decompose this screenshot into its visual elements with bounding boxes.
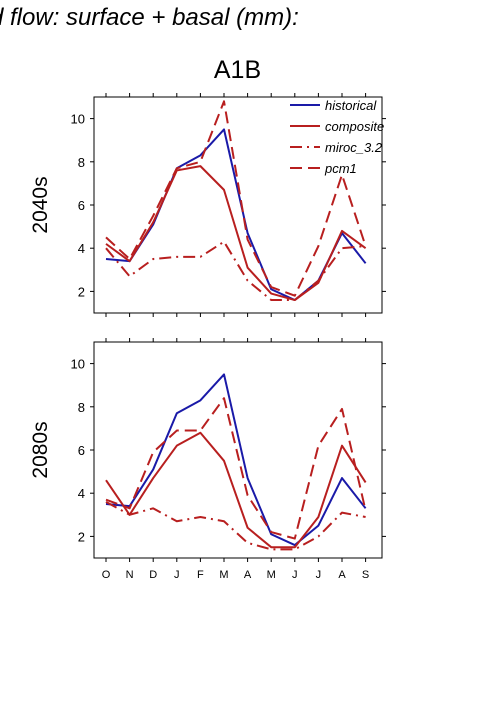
y-tick-label: 6 (78, 198, 85, 213)
y-tick-label: 6 (78, 443, 85, 458)
y-tick-label: 2 (78, 529, 85, 544)
y-tick-label: 8 (78, 155, 85, 170)
x-tick-label: J (316, 569, 322, 581)
y-tick-label: 8 (78, 400, 85, 415)
series-line-composite (105, 165, 367, 302)
x-tick-label: A (338, 569, 346, 581)
y-tick-label: 10 (71, 112, 85, 127)
x-tick-label: S (362, 569, 369, 581)
legend-label: miroc_3.2 (325, 140, 383, 155)
y-tick-label: 10 (71, 357, 85, 372)
y-tick-label: 2 (78, 284, 85, 299)
series-line-miroc-3-2 (105, 240, 366, 302)
x-tick-label: M (219, 569, 228, 581)
series-line-pcm1 (105, 100, 367, 297)
x-tick-label: A (244, 569, 252, 581)
panel-title: A1B (213, 56, 262, 84)
x-tick-label: D (149, 569, 157, 581)
x-tick-label: O (102, 569, 111, 581)
y-tick-label: 4 (78, 241, 85, 256)
series-line-historical (105, 373, 367, 547)
legend-label: historical (325, 98, 377, 113)
plot-frame (93, 341, 383, 559)
x-tick-label: J (292, 569, 298, 581)
y-tick-label: 4 (78, 486, 85, 501)
series-line-composite (105, 431, 367, 549)
x-tick-label: F (197, 569, 204, 581)
figure-title: d flow: surface + basal (mm): (0, 4, 299, 31)
x-tick-label: M (267, 569, 276, 581)
legend-label: composite (325, 119, 384, 134)
legend-label: pcm1 (324, 161, 357, 176)
x-tick-label: N (126, 569, 134, 581)
series-line-pcm1 (105, 397, 367, 540)
x-tick-label: J (174, 569, 180, 581)
